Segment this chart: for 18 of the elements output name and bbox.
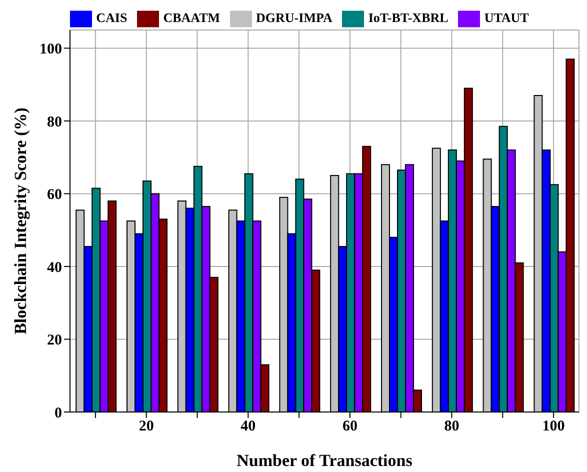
y-tick-label: 0 <box>54 405 62 422</box>
x-tick-label: 40 <box>240 418 256 435</box>
x-tick-label: 20 <box>138 418 154 435</box>
x-tick-label: 80 <box>444 418 460 435</box>
y-tick-label: 100 <box>40 42 62 58</box>
legend-label: CAIS <box>96 10 128 25</box>
y-tick-label: 60 <box>47 187 62 204</box>
y-axis-title: Blockchain Integrity Score (%) <box>11 108 30 334</box>
y-tick-label: 80 <box>47 114 62 130</box>
x-tick-label: 100 <box>542 418 565 435</box>
legend-label: CBAATM <box>163 10 220 25</box>
legend-label: DGRU-IMPA <box>256 10 332 25</box>
y-tick-label: 20 <box>47 332 62 349</box>
legend-label: UTAUT <box>484 10 529 25</box>
x-axis-title: Number of Transactions <box>236 451 413 470</box>
legend-label: IoT-BT-XBRL <box>368 10 448 25</box>
x-tick-label: 60 <box>342 418 358 435</box>
y-tick-label: 40 <box>47 260 62 276</box>
